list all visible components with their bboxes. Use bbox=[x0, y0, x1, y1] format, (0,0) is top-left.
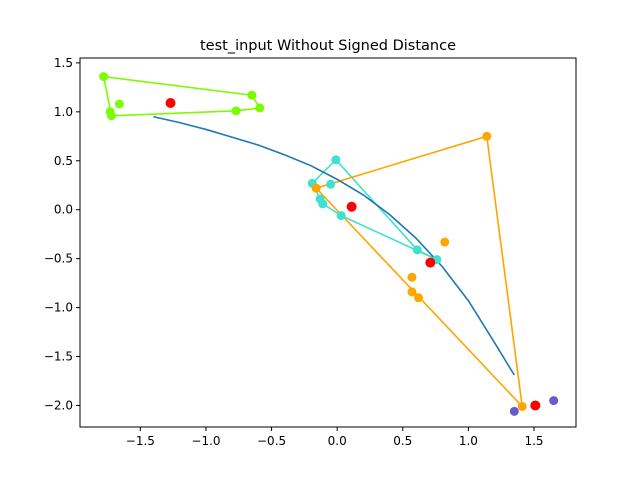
axes-frame bbox=[79, 57, 577, 428]
curve-line bbox=[153, 115, 516, 376]
group-0-point bbox=[99, 72, 109, 82]
group-3-centroid bbox=[530, 400, 541, 411]
x-tick-label: −1.0 bbox=[191, 434, 220, 448]
group-0-point bbox=[255, 103, 265, 113]
group-0-centroid bbox=[165, 98, 176, 109]
group-2-point bbox=[517, 401, 527, 411]
group-2-point bbox=[414, 293, 424, 303]
x-tick-label: 0.5 bbox=[393, 434, 412, 448]
y-tick-label: 1.5 bbox=[54, 56, 73, 70]
group-0-point bbox=[105, 107, 115, 117]
y-axis-ticks: −2.0 −1.5 −1.0 −0.5 0.0 0.5 1.0 1.5 bbox=[44, 56, 80, 412]
chart-title: test_input Without Signed Distance bbox=[200, 38, 456, 54]
y-tick-label: 0.5 bbox=[54, 154, 73, 168]
y-tick-label: −1.5 bbox=[44, 350, 73, 364]
y-tick-label: 1.0 bbox=[54, 105, 73, 119]
plot-area bbox=[99, 72, 559, 416]
group-2-point bbox=[407, 287, 417, 297]
x-tick-label: −1.5 bbox=[126, 434, 155, 448]
group-2-point bbox=[407, 272, 417, 282]
group-1-point bbox=[331, 155, 341, 165]
group-0-point bbox=[231, 106, 241, 116]
group-2-centroid bbox=[425, 257, 436, 268]
y-tick-label: −1.0 bbox=[44, 301, 73, 315]
group-1-point bbox=[318, 199, 328, 209]
y-tick-label: −0.5 bbox=[44, 252, 73, 266]
group-1-centroid bbox=[346, 201, 357, 212]
y-tick-label: −2.0 bbox=[44, 398, 73, 412]
group-2-point bbox=[482, 131, 492, 141]
group-2-point bbox=[311, 183, 321, 193]
group-3-point bbox=[549, 396, 559, 406]
x-tick-label: 0.0 bbox=[328, 434, 347, 448]
group-3-point bbox=[509, 406, 519, 416]
group-2-point bbox=[440, 237, 450, 247]
group-0-point bbox=[114, 99, 124, 109]
x-axis-ticks: −1.5 −1.0 −0.5 0.0 0.5 1.0 1.5 bbox=[126, 427, 544, 448]
x-tick-label: 1.0 bbox=[459, 434, 478, 448]
group-1-point bbox=[412, 245, 422, 255]
x-tick-label: 1.5 bbox=[524, 434, 543, 448]
group-0-point bbox=[247, 90, 257, 100]
y-tick-label: 0.0 bbox=[54, 203, 73, 217]
group-1-point bbox=[336, 211, 346, 221]
x-tick-label: −0.5 bbox=[257, 434, 286, 448]
group-1-point bbox=[326, 179, 336, 189]
